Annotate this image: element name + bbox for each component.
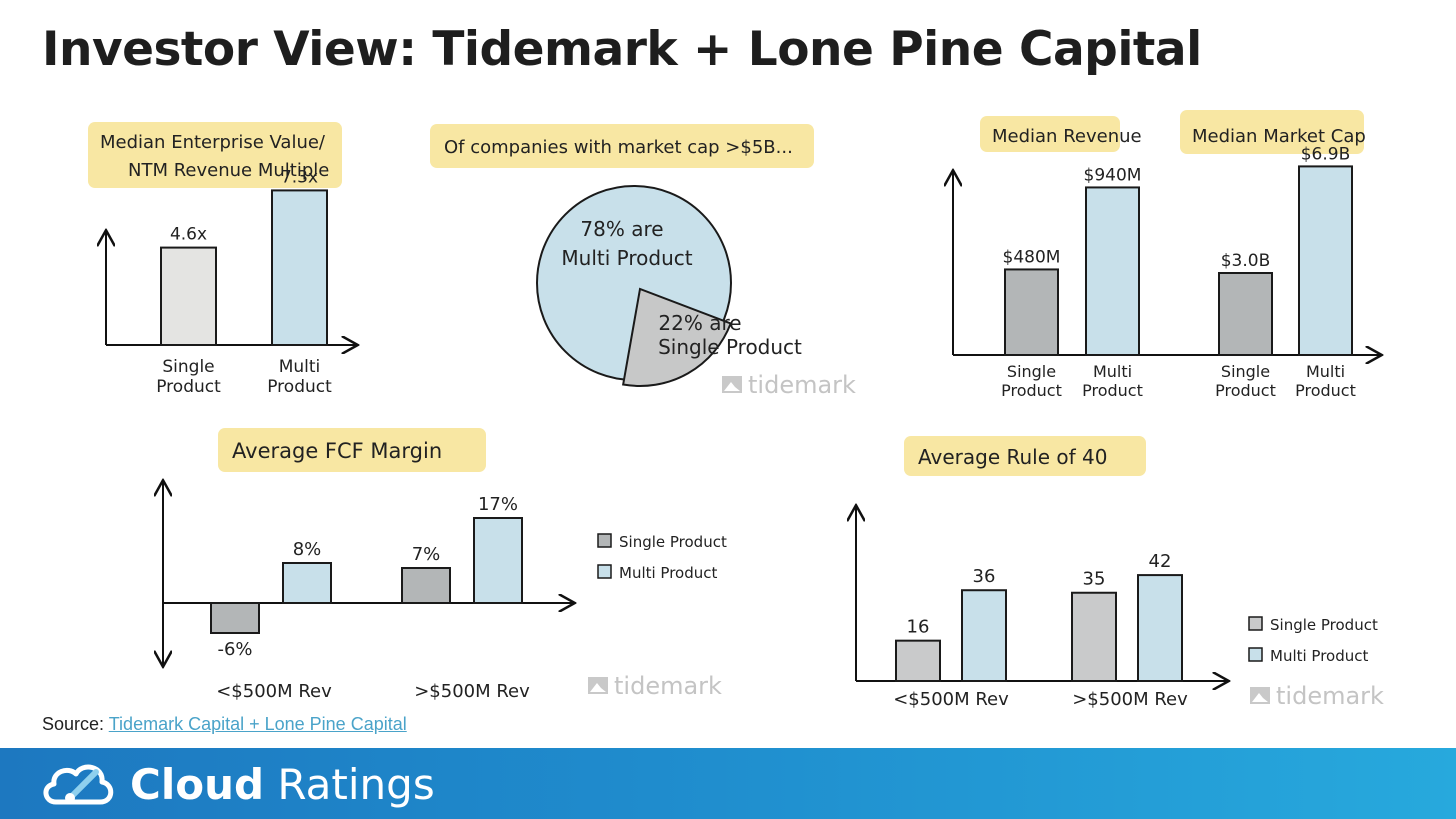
chart3-title-highlight-1 xyxy=(980,116,1120,152)
chart1-value-label-1: 4.6x xyxy=(170,225,207,245)
footer-brand: Cloud Ratings xyxy=(130,760,435,809)
chart5-title: Average Rule of 40 xyxy=(918,445,1107,469)
footer-logo: Cloud Ratings xyxy=(40,754,435,814)
footer-brand-light: Ratings xyxy=(277,759,435,809)
watermark-rule40-label: tidemark xyxy=(1276,682,1384,710)
chart5-legend-label-multi: Multi Product xyxy=(1270,647,1369,665)
chart5-category-label-2: >$500M Rev xyxy=(1072,689,1188,710)
chart1-title-line2: NTM Revenue Multiple xyxy=(128,160,329,181)
chart1-bar-2 xyxy=(271,189,328,346)
chart1-value-label-2: 7.3x xyxy=(281,167,318,187)
chart5-category-label-1: <$500M Rev xyxy=(893,689,1009,710)
chart3-value-label-3: $3.0B xyxy=(1221,251,1271,271)
chart4-legend-swatch-multi xyxy=(597,564,612,579)
pie-label-multi-a: 78% are xyxy=(580,217,663,241)
chart4-legend-label-multi: Multi Product xyxy=(619,564,718,582)
chart4-value-label-single-2: 7% xyxy=(412,544,441,565)
chart4-value-label-multi-1: 8% xyxy=(293,539,322,560)
pie-label-single-b: Single Product xyxy=(658,335,802,359)
chart5-bar-single-2 xyxy=(1071,591,1117,682)
chart4-title: Average FCF Margin xyxy=(232,439,442,463)
chart3-category-label-2-a: Multi xyxy=(1093,362,1132,381)
chart3-category-label-3-b: Product xyxy=(1215,381,1276,400)
watermark-rule40: tidemark xyxy=(1250,682,1384,710)
chart3-bar-1 xyxy=(1004,268,1059,356)
chart3-title-highlight-2 xyxy=(1180,110,1364,154)
chart5-bar-multi-2 xyxy=(1137,574,1183,683)
cloud-gauge-icon xyxy=(43,764,114,805)
footer-brand-bold: Cloud xyxy=(130,759,265,809)
pie-label-single-a: 22% are xyxy=(658,311,741,335)
chart5-legend-swatch-multi xyxy=(1248,647,1263,662)
chart5-legend-label-single: Single Product xyxy=(1270,616,1378,634)
pie-label-multi-b: Multi Product xyxy=(561,246,692,270)
chart2-title-highlight xyxy=(430,124,814,168)
chart1-category-label-1-b: Product xyxy=(156,377,221,397)
chart3-value-label-1: $480M xyxy=(1003,247,1061,267)
footer-band: Cloud Ratings xyxy=(0,748,1456,819)
watermark-pie: tidemark xyxy=(722,371,856,399)
watermark-pie-icon-mark xyxy=(724,382,740,391)
chart3-category-label-4-a: Multi xyxy=(1306,362,1345,381)
chart1-title-line1: Median Enterprise Value/ xyxy=(100,132,326,153)
chart4-title-highlight xyxy=(218,428,486,472)
watermark-rule40-icon-mark xyxy=(1252,693,1268,702)
chart3-bar-2 xyxy=(1085,186,1140,356)
chart3-value-label-4: $6.9B xyxy=(1301,144,1351,164)
charts-canvas: Median Enterprise Value/NTM Revenue Mult… xyxy=(88,110,1384,710)
watermark-fcf-label: tidemark xyxy=(614,672,722,700)
chart5-value-label-single-1: 16 xyxy=(907,617,930,638)
watermark-fcf-icon-mark xyxy=(590,683,606,692)
chart5-legend-swatch-single xyxy=(1248,616,1263,631)
chart3-title-2: Median Market Cap xyxy=(1192,126,1366,147)
source-line: Source: Tidemark Capital + Lone Pine Cap… xyxy=(42,714,407,735)
chart5-title-highlight xyxy=(904,436,1146,476)
chart5-value-label-single-2: 35 xyxy=(1083,569,1106,590)
chart3-category-label-1-a: Single xyxy=(1007,362,1056,381)
chart4-value-label-multi-2: 17% xyxy=(478,494,518,515)
chart3-category-label-2-b: Product xyxy=(1082,381,1143,400)
chart1-category-label-2-b: Product xyxy=(267,377,332,397)
source-link[interactable]: Tidemark Capital + Lone Pine Capital xyxy=(108,714,407,734)
chart1-category-label-1-a: Single xyxy=(162,357,214,377)
chart3-category-label-3-a: Single xyxy=(1221,362,1270,381)
chart4-bar-single-2 xyxy=(401,567,451,604)
chart3-bar-4 xyxy=(1298,165,1353,356)
chart4-value-label-single-1: -6% xyxy=(217,639,252,660)
chart3-title-1: Median Revenue xyxy=(992,126,1142,147)
chart1-title-highlight xyxy=(88,122,342,188)
chart5-value-label-multi-2: 42 xyxy=(1149,551,1172,572)
chart4-bar-multi-1 xyxy=(282,562,332,604)
chart3-value-label-2: $940M xyxy=(1084,165,1142,185)
chart4-legend-label-single: Single Product xyxy=(619,533,727,551)
watermark-pie-label: tidemark xyxy=(748,371,856,399)
chart4-bar-multi-2 xyxy=(473,517,523,604)
chart5-bar-multi-1 xyxy=(961,589,1007,682)
chart1-bar-1 xyxy=(160,246,217,347)
chart3-bar-3 xyxy=(1218,272,1273,356)
watermark-fcf: tidemark xyxy=(588,672,722,700)
chart4-category-label-2: >$500M Rev xyxy=(414,681,530,702)
chart3-category-label-4-b: Product xyxy=(1295,381,1356,400)
chart3-category-label-1-b: Product xyxy=(1001,381,1062,400)
chart4-bar-single-1 xyxy=(210,602,260,634)
source-label: Source: xyxy=(42,714,105,734)
chart2-title: Of companies with market cap >$5B... xyxy=(444,137,793,158)
chart1-category-label-2-a: Multi xyxy=(279,357,321,377)
chart4-category-label-1: <$500M Rev xyxy=(216,681,332,702)
chart5-bar-single-1 xyxy=(895,639,941,683)
pie-slice-single-product xyxy=(621,287,732,387)
chart5-value-label-multi-1: 36 xyxy=(973,566,996,587)
chart4-legend-swatch-single xyxy=(597,533,612,548)
page-title: Investor View: Tidemark + Lone Pine Capi… xyxy=(42,22,1202,77)
